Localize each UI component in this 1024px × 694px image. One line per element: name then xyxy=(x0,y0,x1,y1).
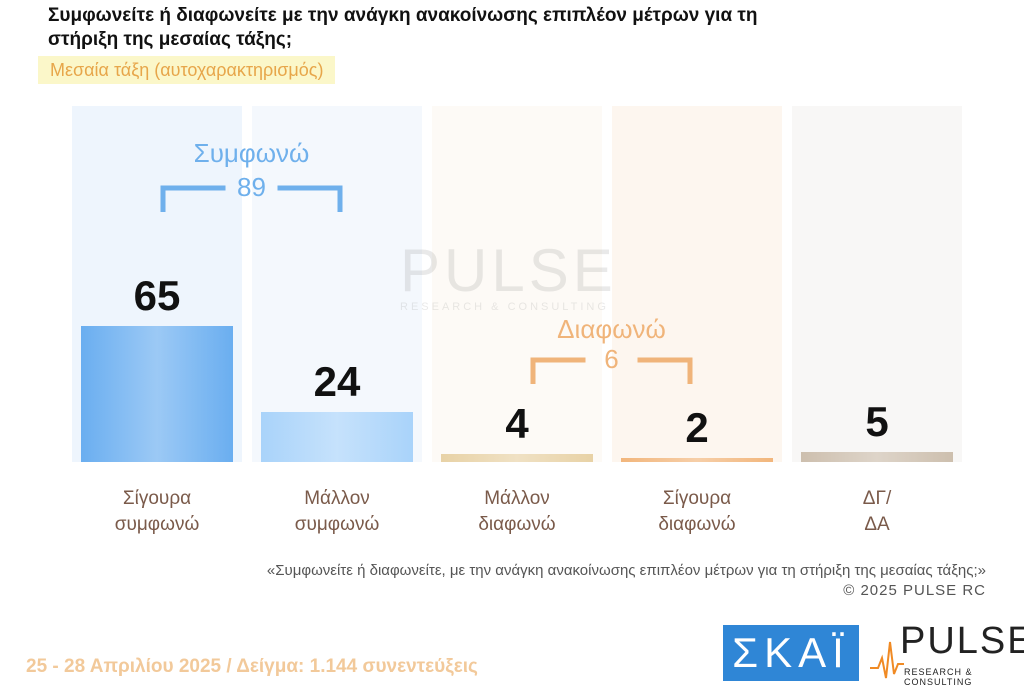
pulse-watermark: PULSE RESEARCH & CONSULTING xyxy=(400,236,617,313)
chart-subtitle: Μεσαία τάξη (αυτοχαρακτηρισμός) xyxy=(38,56,336,84)
bracket-line xyxy=(277,185,343,212)
bar-value-label: 2 xyxy=(685,403,709,451)
group-label: Συμφωνώ xyxy=(193,138,310,168)
category-label-line: Μάλλον xyxy=(304,488,370,509)
bracket-line xyxy=(530,357,586,384)
bar xyxy=(621,457,773,462)
copyright: © 2025 PULSE RC xyxy=(843,582,986,599)
group-label: Διαφωνώ xyxy=(557,314,666,344)
category-label-line: Σίγουρα xyxy=(662,488,732,509)
watermark-sub: RESEARCH & CONSULTING xyxy=(400,301,609,313)
category-label-line: διαφωνώ xyxy=(478,514,556,535)
category-panel xyxy=(252,106,422,462)
category-panel xyxy=(432,106,602,462)
watermark-name: PULSE xyxy=(400,237,617,304)
skai-logo: ΣΚΑΪ xyxy=(723,625,859,681)
category-label-line: Σίγουρα xyxy=(122,488,192,509)
group-bracket xyxy=(160,185,343,212)
category-label: Σίγουρα διαφωνώ xyxy=(617,486,777,538)
bar-value-label: 65 xyxy=(133,271,181,319)
category-panel xyxy=(612,106,782,462)
category-label-line: συμφωνώ xyxy=(114,514,200,535)
pulse-logo: PULSE RESEARCH & CONSULTING xyxy=(870,620,1024,687)
category-label-line: Μάλλον xyxy=(484,488,550,509)
group-bracket xyxy=(530,357,693,384)
category-label: Μάλλον συμφωνώ xyxy=(257,486,417,538)
category-panel xyxy=(792,106,962,462)
pulse-logo-sub: RESEARCH & CONSULTING xyxy=(904,667,973,687)
bracket-line xyxy=(637,357,693,384)
group-total: 6 xyxy=(604,344,619,374)
bar xyxy=(801,451,953,462)
bracket-line xyxy=(160,185,226,212)
category-label-line: ΔΓ/ xyxy=(862,488,892,509)
bar xyxy=(261,411,413,462)
chart-title: Συμφωνείτε ή διαφωνείτε με την ανάγκη αν… xyxy=(48,5,758,50)
bar xyxy=(81,325,233,462)
category-label-line: διαφωνώ xyxy=(658,514,736,535)
pulse-wave-icon xyxy=(870,641,904,679)
category-label-line: ΔΑ xyxy=(864,514,890,535)
bar-value-label: 5 xyxy=(865,397,889,445)
category-label-line: συμφωνώ xyxy=(294,514,380,535)
category-label: Σίγουρα συμφωνώ xyxy=(77,486,237,538)
category-label: Μάλλον διαφωνώ xyxy=(437,486,597,538)
bar xyxy=(441,453,593,462)
category-label: ΔΓ/ΔΑ xyxy=(797,486,957,538)
group-total: 89 xyxy=(237,172,266,202)
bar-value-label: 4 xyxy=(505,399,529,447)
pulse-logo-name: PULSE xyxy=(900,620,1024,662)
survey-footer: 25 - 28 Απριλίου 2025 / Δείγμα: 1.144 συ… xyxy=(26,656,478,677)
question-note: «Συμφωνείτε ή διαφωνείτε, με την ανάγκη … xyxy=(266,562,986,579)
bar-value-label: 24 xyxy=(313,357,361,405)
